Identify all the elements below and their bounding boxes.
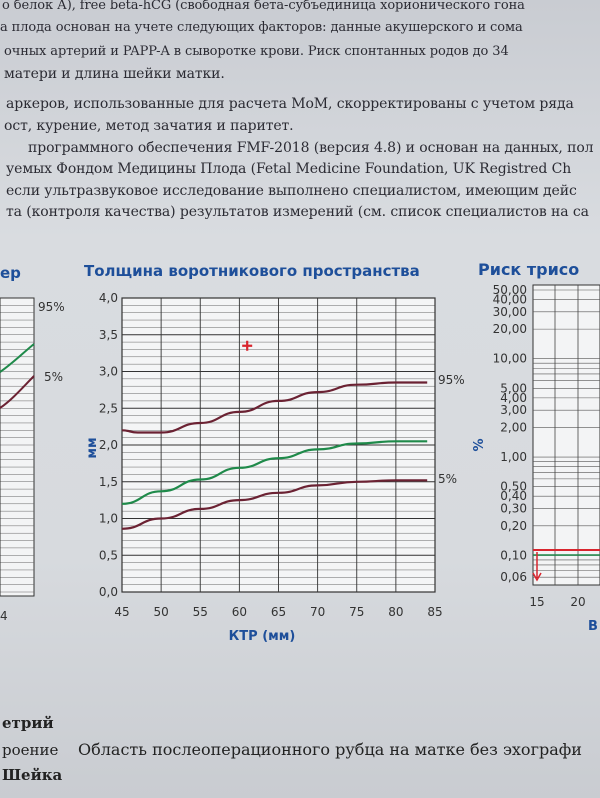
section-heading-2: Шейка xyxy=(2,766,63,784)
risk-x-tick-15: 15 xyxy=(529,595,544,609)
risk-y-tick: 3,00 xyxy=(500,403,527,417)
measurement-marker xyxy=(242,340,253,351)
main-chart-title: Толщина воротникового пространства xyxy=(84,262,420,280)
row-label: роение xyxy=(2,741,59,759)
risk-x-tick-20: 20 xyxy=(570,595,585,609)
y-tick-label: 1,5 xyxy=(99,475,118,489)
risk-arrow-icon xyxy=(532,552,542,582)
risk-y-tick: 20,00 xyxy=(493,322,527,336)
risk-y-tick: 0,40 xyxy=(500,489,527,503)
left-chart: 95% 5% 4 xyxy=(0,297,65,623)
text-line-9: если ультразвуковое исследование выполне… xyxy=(6,183,577,199)
risk-y-tick: 0,06 xyxy=(500,570,527,584)
y-tick-label: 0,0 xyxy=(99,585,118,599)
text-line-6: ост, курение, метод зачатия и паритет. xyxy=(4,118,294,134)
x-tick-label: 80 xyxy=(388,605,403,619)
text-line-8: уемых Фондом Медицины Плода (Fetal Medic… xyxy=(6,161,572,177)
risk-y-tick: 4,00 xyxy=(500,391,527,405)
nt-chart: 0,0 0,5 1,0 1,5 2,0 2,5 3,0 3,5 4,0 45 50 55 60 65 70… xyxy=(85,291,465,644)
left-x-tick: 4 xyxy=(0,609,8,623)
text-line-1: о белок А), free beta-hCG (свободная бет… xyxy=(2,0,525,13)
left-chart-title: ер xyxy=(0,264,21,282)
series-line-2 xyxy=(121,440,428,505)
risk-y-tick: 5,00 xyxy=(500,381,527,395)
series-label-5: 5% xyxy=(438,472,457,486)
series-line-1 xyxy=(121,381,428,434)
x-tick-label: 45 xyxy=(114,605,129,619)
risk-y-tick: 2,00 xyxy=(500,420,527,434)
risk-y-tick: 30,00 xyxy=(493,305,527,319)
risk-y-tick: 0,50 xyxy=(500,480,527,494)
left-label-95: 95% xyxy=(38,300,65,314)
text-line-7: программного обеспечения FMF-2018 (верси… xyxy=(28,140,594,156)
risk-y-tick: 0,30 xyxy=(500,501,527,515)
risk-y-label: % xyxy=(472,438,487,451)
risk-y-tick: 1,00 xyxy=(500,450,527,464)
x-tick-label: 55 xyxy=(193,605,208,619)
left-label-5: 5% xyxy=(44,370,63,384)
y-tick-label: 3,0 xyxy=(99,365,118,379)
y-tick-label: 3,5 xyxy=(99,328,118,342)
text-line-3: очных артерий и PAPP-A в сыворотке крови… xyxy=(4,44,509,59)
y-tick-label: 1,0 xyxy=(99,512,118,526)
x-tick-label: 85 xyxy=(427,605,442,619)
risk-y-tick: 10,00 xyxy=(493,352,527,366)
risk-y-tick: 50,00 xyxy=(493,283,527,297)
x-tick-label: 70 xyxy=(310,605,325,619)
y-axis-label: мм xyxy=(85,437,100,458)
x-tick-label: 75 xyxy=(349,605,364,619)
right-chart-title: Риск трисо xyxy=(478,260,580,279)
left-green-line xyxy=(0,343,35,373)
text-line-10: та (контроля качества) результатов измер… xyxy=(6,204,589,220)
section-heading-1: етрий xyxy=(2,714,54,732)
left-maroon-line xyxy=(0,375,35,409)
text-line-5: аркеров, использованные для расчета MoM,… xyxy=(6,96,574,112)
x-tick-label: 50 xyxy=(153,605,168,619)
risk-y-tick: 0,10 xyxy=(500,548,527,562)
y-tick-label: 0,5 xyxy=(99,548,118,562)
risk-x-label: В xyxy=(588,619,598,634)
text-line-4: матери и длина шейки матки. xyxy=(4,66,225,82)
series-label-95: 95% xyxy=(438,373,465,387)
risk-y-tick: 0,20 xyxy=(500,519,527,533)
y-tick-label: 2,0 xyxy=(99,438,118,452)
row-value: Область послеоперационного рубца на матк… xyxy=(78,740,582,759)
series-line-3 xyxy=(121,479,428,530)
x-axis-label: КТР (мм) xyxy=(229,629,296,644)
y-tick-label: 2,5 xyxy=(99,401,118,415)
x-tick-label: 60 xyxy=(232,605,247,619)
risk-y-tick: 40,00 xyxy=(493,293,527,307)
x-tick-label: 65 xyxy=(271,605,286,619)
y-tick-label: 4,0 xyxy=(99,291,118,305)
text-line-2: а плода основан на учете следующих факто… xyxy=(0,20,523,35)
